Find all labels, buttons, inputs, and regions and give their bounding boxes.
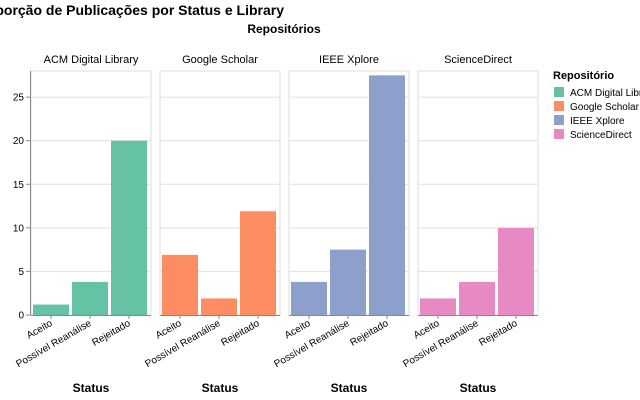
x-tick-label: Possível Reanálise — [272, 318, 352, 370]
legend: Repositório ACM Digital Library Google Sc… — [553, 70, 640, 141]
legend-swatch — [554, 87, 564, 97]
bar-google-scholar-possivel-reanalise — [201, 298, 237, 315]
bar-ieee-xplore-possivel-reanalise — [330, 249, 366, 315]
y-tick-label: 5 — [18, 267, 24, 278]
legend-swatch — [554, 115, 564, 125]
panel-label-ieee-xplore: IEEE Xplore — [319, 54, 379, 66]
x-axis-title: Status — [331, 381, 368, 395]
x-tick-label: Aceito — [154, 318, 184, 342]
bar-sciencedirect-rejeitado — [498, 227, 534, 315]
y-tick-label: 10 — [13, 223, 25, 234]
x-tick-label: Possível Reanálise — [401, 318, 481, 370]
panel-label-sciencedirect: ScienceDirect — [444, 54, 512, 66]
x-tick-label: Aceito — [412, 318, 442, 342]
x-axis-title: Status — [460, 381, 497, 395]
y-tick-label: 25 — [13, 93, 25, 104]
x-tick-label: Possível Reanálise — [14, 318, 94, 370]
bar-acm-digital-library-aceito — [33, 304, 69, 315]
chart-title: Proporção de Publicações por Status e Li… — [0, 2, 284, 18]
x-tick-label: Rejeitado — [90, 318, 132, 349]
legend-label: IEEE Xplore — [570, 116, 625, 127]
x-tick-label: Aceito — [283, 318, 313, 342]
legend-item-google-scholar: Google Scholar — [554, 101, 640, 113]
legend-swatch — [554, 101, 564, 111]
legend-label: Google Scholar — [570, 102, 640, 113]
y-axis: 0 5 10 15 20 25 — [13, 71, 31, 322]
legend-label: ScienceDirect — [570, 130, 632, 141]
bar-acm-digital-library-rejeitado — [111, 140, 147, 315]
y-tick-label: 15 — [13, 180, 25, 191]
bar-ieee-xplore-rejeitado — [369, 75, 405, 315]
legend-swatch — [554, 129, 564, 139]
x-axis-title: Status — [202, 381, 239, 395]
bar-ieee-xplore-aceito — [291, 281, 327, 315]
x-tick-label: Aceito — [25, 318, 55, 342]
x-tick-label: Rejeitado — [477, 318, 519, 349]
bar-google-scholar-rejeitado — [240, 211, 276, 315]
legend-item-acm-digital-library: ACM Digital Library — [554, 87, 640, 99]
legend-item-ieee-xplore: IEEE Xplore — [554, 115, 625, 127]
panel-label-google-scholar: Google Scholar — [182, 54, 258, 66]
x-axis-title: Status — [73, 381, 110, 395]
y-tick-label: 20 — [13, 136, 25, 147]
chart-title-group: Proporção de Publicações por Status e Li… — [0, 2, 284, 18]
facet-header: Repositórios — [247, 22, 321, 36]
panel-label-acm-digital-library: ACM Digital Library — [44, 54, 139, 66]
bar-sciencedirect-possivel-reanalise — [459, 281, 495, 315]
y-tick-label: 0 — [18, 311, 24, 322]
x-tick-label: Rejeitado — [219, 318, 261, 349]
legend-item-sciencedirect: ScienceDirect — [554, 129, 632, 141]
bar-google-scholar-aceito — [162, 254, 198, 315]
x-tick-label: Possível Reanálise — [143, 318, 223, 370]
legend-title: Repositório — [553, 70, 614, 82]
bar-acm-digital-library-possivel-reanalise — [72, 281, 108, 315]
bar-sciencedirect-aceito — [420, 298, 456, 315]
legend-label: ACM Digital Library — [570, 88, 640, 99]
x-tick-label: Rejeitado — [348, 318, 390, 349]
